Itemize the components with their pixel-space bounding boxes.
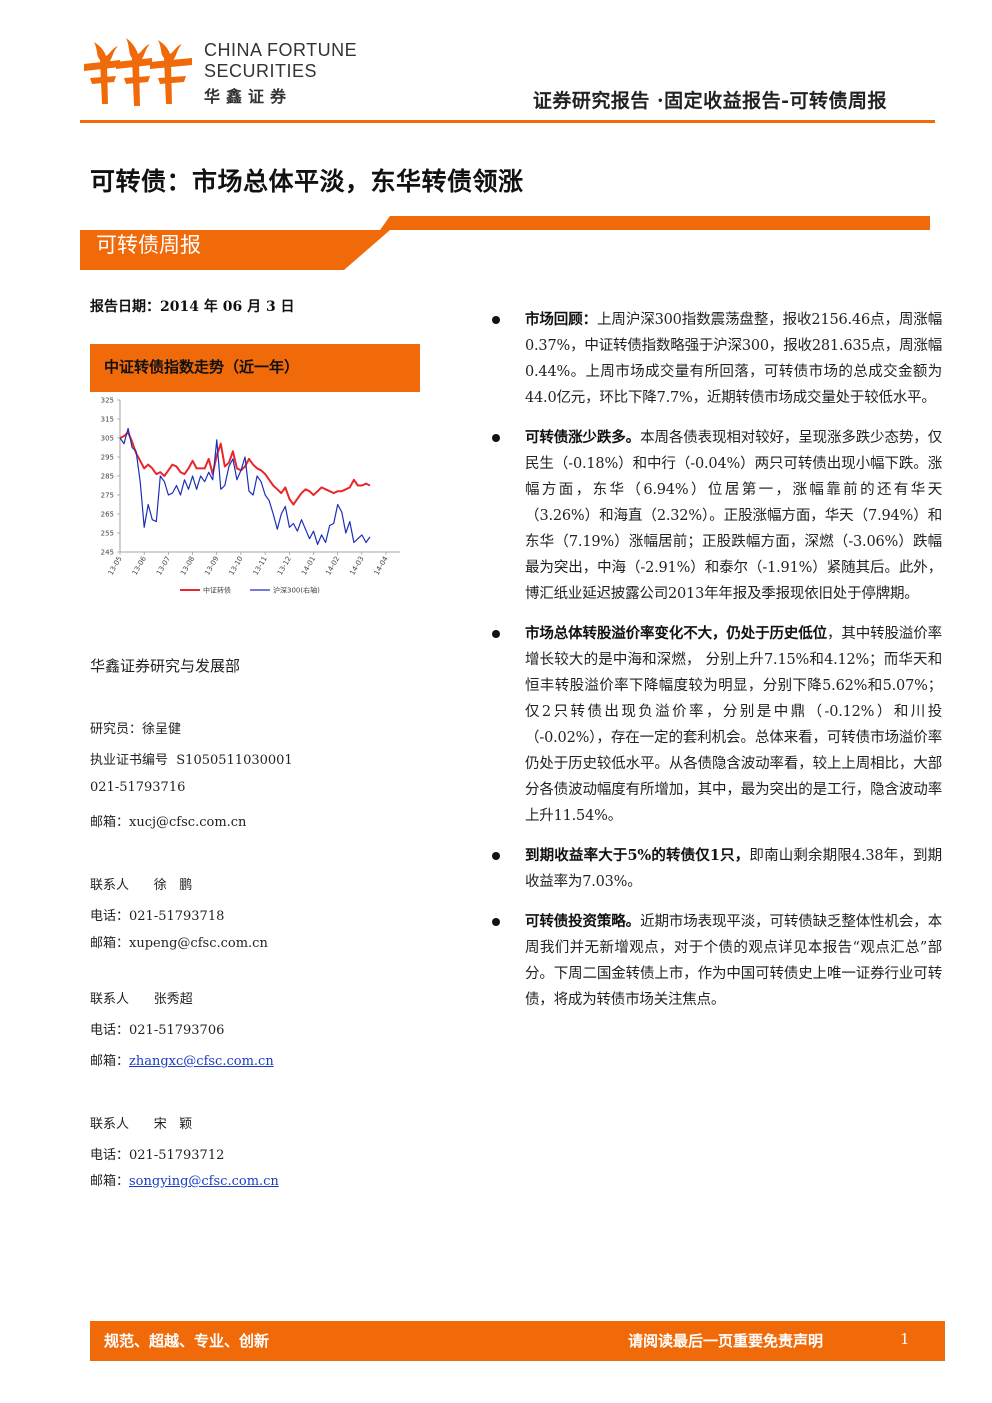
contact-line: 联系人 张秀超 [90, 988, 193, 1007]
bullet-body: 上周沪深300指数震荡盘整，报收2156.46点，周涨幅0.37%，中证转债指数… [525, 312, 942, 406]
contact-line: 电话：021-51793718 [90, 905, 224, 924]
summary-bullet: 到期收益率大于5%的转债仅1只，即南山剩余期限4.38年，到期收益率为7.03%… [492, 843, 942, 895]
y-tick-label: 325 [101, 397, 114, 405]
contact-line: 邮箱：zhangxc@cfsc.com.cn [90, 1050, 274, 1069]
bullet-lead: 可转债涨少跌多。 [525, 429, 641, 446]
contact-text: 电话：021-51793712 [90, 1148, 225, 1163]
x-tick-label: 13-12 [276, 555, 293, 577]
contact-line: 邮箱：songying@cfsc.com.cn [90, 1170, 279, 1189]
x-tick-label: 13-10 [228, 555, 245, 577]
contact-line: 电话：021-51793712 [90, 1144, 224, 1163]
y-tick-label: 275 [101, 492, 114, 500]
contact-text: 联系人 宋 颖 [90, 1117, 193, 1132]
x-tick-label: 13-11 [252, 555, 269, 577]
bullet-lead: 市场总体转股溢价率变化不大，仍处于历史低位 [525, 625, 828, 642]
summary-bullet: 可转债涨少跌多。本周各债表现相对较好，呈现涨多跌少态势，仅民生（-0.18%）和… [492, 425, 942, 607]
contact-line: 邮箱：xupeng@cfsc.com.cn [90, 932, 268, 951]
y-tick-label: 315 [101, 416, 114, 424]
series-line-convertible-index [119, 431, 371, 506]
footer-band: 规范、超越、专业、创新 请阅读最后一页重要免责声明 1 [90, 1321, 945, 1361]
email-link[interactable]: xupeng@cfsc.com.cn [129, 936, 268, 951]
footer-disclaimer-note: 请阅读最后一页重要免责声明 [628, 1332, 824, 1350]
contact-line: 执业证书编号 S1050511030001 [90, 749, 293, 768]
bullet-dot-icon [492, 918, 500, 926]
chart-title: 中证转债指数走势（近一年） [104, 358, 300, 376]
x-tick-label: 14-04 [373, 555, 390, 577]
summary-bullet: 市场总体转股溢价率变化不大，仍处于历史低位，其中转股溢价率增长较大的是中海和深燃… [492, 621, 942, 829]
contact-text: 邮箱： [90, 1054, 130, 1069]
bullet-body: 本周各债表现相对较好，呈现涨多跌少态势，仅民生（-0.18%）和中行（-0.04… [525, 430, 942, 602]
x-tick-label: 13-09 [203, 555, 220, 577]
bullet-lead: 市场回顾： [525, 311, 598, 328]
contact-line: 021-51793716 [90, 780, 185, 795]
x-tick-label: 13-05 [107, 555, 124, 577]
y-tick-label: 295 [101, 454, 114, 462]
section-band-label: 可转债周报 [96, 233, 201, 257]
contact-text: 研究员：徐呈健 [90, 722, 182, 737]
series-line-csi300 [119, 427, 371, 545]
contact-line: 联系人 宋 颖 [90, 1113, 192, 1132]
x-tick-label: 14-01 [300, 555, 317, 577]
summary-bullet: 市场回顾：上周沪深300指数震荡盘整，报收2156.46点，周涨幅0.37%，中… [492, 307, 942, 411]
brand-name-cn: 华鑫证券 [204, 87, 293, 106]
contact-text: 联系人 张秀超 [90, 992, 193, 1007]
contact-text: 邮箱： [90, 815, 130, 830]
contact-text: 021-51793716 [90, 780, 186, 795]
chart-header-box: 中证转债指数走势（近一年） [90, 344, 420, 392]
legend-label: 中证转债 [203, 586, 231, 595]
contact-text: 邮箱： [90, 936, 130, 951]
bullet-body: ，其中转股溢价率增长较大的是中海和深燃， 分别上升7.15%和4.12%；而华天… [525, 626, 942, 824]
page-title: 可转债：市场总体平淡，东华转债领涨 [90, 167, 524, 196]
x-tick-label: 14-03 [348, 555, 365, 577]
email-link[interactable]: songying@cfsc.com.cn [129, 1174, 279, 1189]
x-tick-label: 14-02 [324, 555, 341, 577]
bullet-body: 近期市场表现平淡，可转债缺乏整体性机会，本周我们并无新增观点，对于个债的观点详见… [525, 914, 942, 1008]
footer-motto: 规范、超越、专业、创新 [104, 1332, 270, 1350]
y-tick-label: 265 [101, 511, 114, 519]
header-title: 证券研究报告 ·固定收益报告-可转债周报 [532, 90, 887, 112]
header-divider [80, 120, 935, 123]
contact-line: 联系人 徐 鹏 [90, 874, 192, 893]
contact-text: 联系人 徐 鹏 [90, 878, 193, 893]
report-date: 报告日期：2014 年 06 月 3 日 [90, 299, 295, 315]
x-tick-label: 13-06 [131, 555, 148, 577]
email-link[interactable]: zhangxc@cfsc.com.cn [129, 1054, 274, 1069]
summary-bullet: 可转债投资策略。近期市场表现平淡，可转债缺乏整体性机会，本周我们并无新增观点，对… [492, 909, 942, 1013]
y-tick-label: 285 [101, 473, 114, 481]
brand-name-en-1: CHINA FORTUNE [204, 40, 358, 60]
legend-label: 沪深300(右轴) [273, 586, 320, 595]
y-tick-label: 245 [101, 549, 114, 557]
contact-text: 执业证书编号 S1050511030001 [90, 753, 293, 768]
brand-logo: CHINA FORTUNE SECURITIES 华鑫证券 [80, 34, 360, 110]
contact-line: 研究员：徐呈健 [90, 718, 181, 737]
y-tick-label: 255 [101, 530, 114, 538]
y-tick-label: 305 [101, 435, 114, 443]
email-link[interactable]: xucj@cfsc.com.cn [129, 815, 247, 830]
contact-line: 电话：021-51793706 [90, 1019, 224, 1038]
x-tick-label: 13-07 [155, 555, 172, 577]
x-tick-label: 13-08 [179, 555, 196, 577]
brand-name: CHINA FORTUNE SECURITIES 华鑫证券 [204, 40, 357, 107]
bullet-dot-icon [492, 434, 500, 442]
bullet-dot-icon [492, 852, 500, 860]
contact-text: 电话：021-51793718 [90, 909, 225, 924]
flame-figures-icon [84, 38, 192, 106]
contact-text: 邮箱： [90, 1174, 130, 1189]
department: 华鑫证券研究与发展部 [90, 657, 241, 675]
brand-name-en-2: SECURITIES [204, 61, 318, 81]
bullet-lead: 可转债投资策略。 [525, 913, 641, 930]
section-band [80, 216, 930, 270]
bullet-dot-icon [492, 316, 500, 324]
summary-bullets: 市场回顾：上周沪深300指数震荡盘整，报收2156.46点，周涨幅0.37%，中… [492, 307, 942, 1013]
bullet-dot-icon [492, 630, 500, 638]
contact-text: 电话：021-51793706 [90, 1023, 225, 1038]
page-number: 1 [900, 1330, 910, 1348]
bullet-lead: 到期收益率大于5%的转债仅1只， [525, 847, 750, 864]
bullet-body: 即南山剩余期限4.38年，到期收益率为7.03%。 [525, 848, 942, 890]
contact-line: 邮箱：xucj@cfsc.com.cn [90, 811, 246, 830]
